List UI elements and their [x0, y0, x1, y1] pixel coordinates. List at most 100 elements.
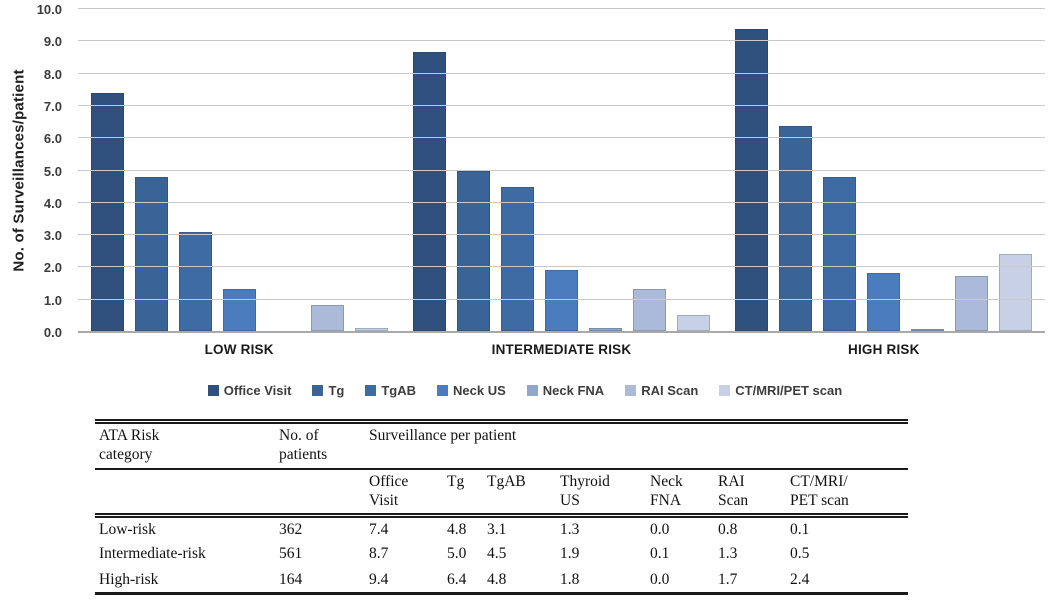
- bars-layer: [78, 10, 1045, 331]
- legend-swatch-icon: [207, 385, 219, 396]
- row-value-tg: 6.4: [447, 570, 467, 588]
- table-subheader-tg: Tg: [443, 468, 483, 518]
- bar-neck-fna-intermediate-risk: [588, 327, 622, 331]
- table-subheader-rai-scan: RAI Scan: [714, 468, 786, 518]
- bar-office-visit-intermediate-risk: [412, 51, 446, 331]
- row-value-neck-us: 1.8: [560, 570, 580, 588]
- y-tick-label: 7.0: [43, 98, 62, 114]
- gridline: [78, 169, 1045, 171]
- bar-neck-us-high-risk: [867, 273, 901, 331]
- table-header-category: ATA Risk category: [95, 421, 275, 470]
- bar-tg-high-risk: [779, 125, 813, 331]
- plot-area: [78, 8, 1045, 333]
- table-subheader-thyroid-us: Thyroid US: [556, 468, 646, 518]
- y-tick-label: 6.0: [43, 131, 62, 147]
- bar-neck-fna-high-risk: [911, 329, 945, 331]
- row-patients: 164: [279, 570, 303, 588]
- row-patients: 362: [279, 521, 303, 538]
- table-row-low-risk: Low-risk 362 7.4 4.8 3.1 1.3 0.0 0.8 0.1: [95, 516, 908, 542]
- row-value-tgab: 3.1: [487, 521, 507, 538]
- legend-item-neck-fna: Neck FNA: [526, 383, 605, 398]
- row-value-tgab: 4.8: [487, 570, 507, 588]
- bar-tgab-intermediate-risk: [500, 186, 534, 331]
- legend-item-tg: Tg: [312, 383, 344, 398]
- y-tick-label: 5.0: [43, 163, 62, 179]
- row-value-tg: 5.0: [447, 544, 467, 562]
- bar-tgab-high-risk: [823, 176, 857, 331]
- table-subheader-tgab: TgAB: [483, 468, 556, 518]
- x-label-intermediate-risk: INTERMEDIATE RISK: [491, 342, 632, 357]
- legend-label: Neck FNA: [542, 383, 605, 398]
- y-tick-label: 4.0: [43, 195, 62, 211]
- row-category: High-risk: [99, 570, 159, 588]
- bar-neck-us-intermediate-risk: [544, 270, 578, 331]
- y-tick-label: 9.0: [43, 34, 62, 50]
- row-value-neck-fna: 0.0: [650, 521, 670, 538]
- table-subheader-empty: [95, 468, 275, 518]
- legend-item-office-visit: Office Visit: [207, 383, 292, 398]
- bar-rai-scan-high-risk: [955, 276, 989, 331]
- y-axis: 0.0 1.0 2.0 3.0 4.0 5.0 6.0 7.0 8.0 9.0 10.0: [0, 2, 62, 340]
- row-category: Low-risk: [99, 521, 156, 538]
- gridline: [78, 234, 1045, 236]
- table-subheader-row: Office Visit Tg TgAB Thyroid US Neck FNA RAI …: [95, 468, 909, 518]
- legend-item-tgab: TgAB: [365, 383, 416, 398]
- legend-swatch-icon: [365, 385, 377, 396]
- row-category: Intermediate-risk: [99, 544, 206, 562]
- gridline: [78, 266, 1045, 268]
- y-tick-label: 0.0: [43, 325, 62, 340]
- legend-label: Neck US: [453, 383, 506, 398]
- gridline: [78, 201, 1045, 203]
- table-subheader-neck-fna: Neck FNA: [646, 468, 714, 518]
- bar-tg-low-risk: [134, 176, 168, 331]
- row-value-tgab: 4.5: [487, 544, 507, 562]
- legend-item-rai-scan: RAI Scan: [625, 383, 698, 398]
- row-value-ct-mri-pet-scan: 2.4: [790, 570, 810, 588]
- row-value-neck-fna: 0.0: [650, 570, 670, 588]
- row-value-rai-scan: 1.7: [718, 570, 738, 588]
- table-row-intermediate-risk: Intermediate-risk 561 8.7 5.0 4.5 1.9 0.1 1.3 0.…: [95, 542, 908, 568]
- table-subheader-ct-mri-pet-scan: CT/MRI/ PET scan: [786, 468, 909, 518]
- legend-item-ct-mri-pet-scan: CT/MRI/PET scan: [719, 383, 842, 398]
- legend-swatch-icon: [625, 385, 637, 396]
- bar-tgab-low-risk: [178, 231, 212, 331]
- bar-group-low-risk: [78, 10, 400, 331]
- row-value-office-visit: 9.4: [369, 570, 389, 588]
- row-value-rai-scan: 0.8: [718, 521, 738, 538]
- legend-swatch-icon: [526, 385, 538, 396]
- table-header-patients: No. of patients: [275, 421, 365, 470]
- legend-label: Office Visit: [223, 383, 292, 398]
- x-axis: LOW RISK INTERMEDIATE RISK HIGH RISK: [78, 342, 1045, 357]
- table-row-high-risk: High-risk 164 9.4 6.4 4.8 1.8 0.0 1.7 2.4: [95, 568, 908, 594]
- row-value-ct-mri-pet-scan: 0.5: [790, 544, 810, 562]
- bar-group-intermediate-risk: [400, 10, 722, 331]
- row-value-neck-fna: 0.1: [650, 544, 670, 562]
- bar-ct-mri-pet-scan-intermediate-risk: [676, 314, 710, 331]
- row-value-neck-us: 1.3: [560, 521, 580, 538]
- bar-office-visit-low-risk: [90, 93, 124, 331]
- data-table: ATA Risk category No. of patients Survei…: [95, 419, 909, 595]
- y-tick-label: 2.0: [43, 260, 62, 276]
- gridline: [78, 72, 1045, 74]
- bar-group-high-risk: [723, 10, 1045, 331]
- gridline: [78, 8, 1045, 9]
- row-value-tg: 4.8: [447, 521, 467, 538]
- table-header-surveillance-group: Surveillance per patient: [365, 421, 909, 470]
- legend-label: Tg: [328, 383, 345, 398]
- bar-rai-scan-low-risk: [310, 305, 344, 331]
- x-label-high-risk: HIGH RISK: [848, 342, 920, 357]
- bar-rai-scan-intermediate-risk: [632, 289, 666, 331]
- row-value-neck-us: 1.9: [560, 544, 580, 562]
- legend-label: CT/MRI/PET scan: [735, 383, 843, 398]
- gridline: [78, 104, 1045, 106]
- legend-swatch-icon: [312, 385, 324, 396]
- bar-office-visit-high-risk: [735, 29, 769, 331]
- y-tick-label: 3.0: [43, 228, 62, 244]
- table-header-row: ATA Risk category No. of patients Survei…: [95, 421, 909, 470]
- bar-neck-us-low-risk: [222, 289, 256, 331]
- legend-label: RAI Scan: [641, 383, 699, 398]
- legend: Office Visit Tg TgAB Neck US Neck FNA RAI Sca…: [0, 383, 1050, 398]
- gridline: [78, 40, 1045, 42]
- legend-swatch-icon: [437, 385, 449, 396]
- x-label-low-risk: LOW RISK: [204, 342, 274, 357]
